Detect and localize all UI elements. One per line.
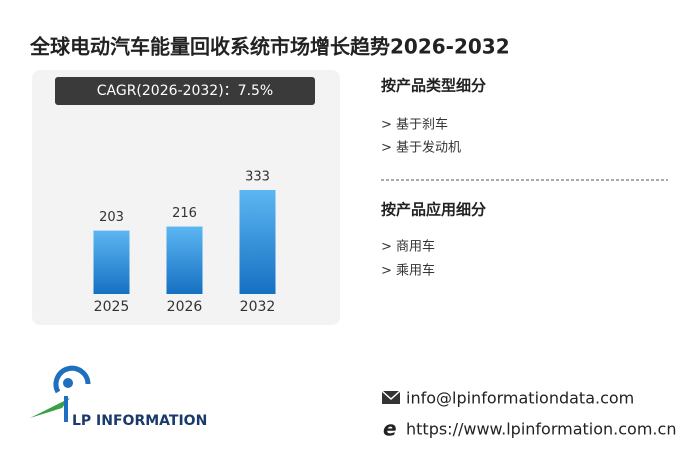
- bar-chart: 203 2025 216 2026 333 2032: [93, 170, 276, 315]
- segment-item: > 基于发动机: [381, 140, 461, 156]
- logo-text: LP INFORMATION: [72, 413, 207, 429]
- value-label: 203: [99, 210, 124, 225]
- bar: [93, 230, 130, 294]
- segment-item: > 乘用车: [381, 263, 435, 279]
- x-tick-label: 2025: [94, 299, 130, 315]
- segment-title: 按产品类型细分: [381, 77, 486, 95]
- segment-item: > 基于刹车: [381, 117, 448, 133]
- x-tick-label: 2026: [167, 299, 203, 315]
- title: 全球电动汽车能量回收系统市场增长趋势2026-2032: [29, 35, 510, 59]
- cagr-text: CAGR(2026-2032)：7.5%: [97, 83, 273, 99]
- segment-item: > 商用车: [381, 239, 435, 255]
- x-tick-label: 2032: [240, 299, 276, 315]
- bar: [166, 226, 203, 294]
- value-label: 333: [245, 170, 270, 185]
- cagr-box: [55, 77, 315, 105]
- email-icon-flap: [381, 390, 401, 401]
- email: info@lpinformationdata.com: [406, 389, 634, 408]
- bar: [239, 190, 276, 294]
- web-icon: e: [383, 417, 397, 441]
- segment-title: 按产品应用细分: [381, 201, 486, 219]
- logo-icon: [30, 365, 91, 422]
- website: https://www.lpinformation.com.cn: [406, 420, 676, 439]
- value-label: 216: [172, 206, 197, 221]
